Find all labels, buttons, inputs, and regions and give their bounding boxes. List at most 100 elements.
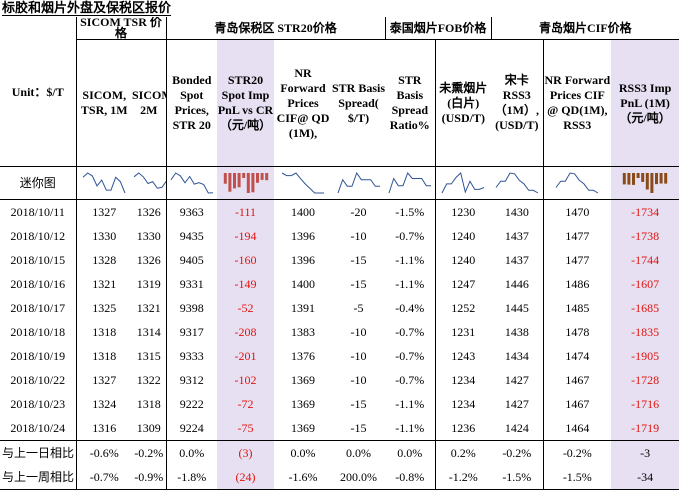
sparkline-line xyxy=(388,172,431,194)
table-row: 2018/10/15 1328 1326 9405 -160 1396 -15 -1.1% 12… xyxy=(0,248,679,272)
cell-rss3-imp-pnl: -1905 xyxy=(611,344,679,368)
cell-bonded-spot: 9333 xyxy=(165,344,217,368)
sparkline-line xyxy=(133,172,166,189)
cell-str-basis-ratio: -0.7% xyxy=(395,349,425,363)
cell-sicom-2m: 1314 xyxy=(136,325,161,339)
cell-unsmoked-sheet: 1234 xyxy=(434,392,492,416)
sparkline-svg xyxy=(388,172,431,194)
cell-rss3-imp-pnl: -3 xyxy=(611,440,679,465)
sparkline-bar xyxy=(655,173,659,185)
table-row: 2018/10/11 1327 1326 9363 -111 1400 -20 -1.5% 12… xyxy=(0,199,679,224)
cell-unsmoked-sheet: 1243 xyxy=(434,344,492,368)
sparkline-bar xyxy=(659,173,663,184)
cell-str20-imp-pnl: -194 xyxy=(217,224,274,248)
cell-nr-forward: 1383 xyxy=(291,325,315,339)
cell-songkhla-rss3: 1434 xyxy=(504,349,529,363)
col-bonded-spot: Bonded Spot Prices, STR 20 xyxy=(165,39,217,167)
sparkline-svg xyxy=(622,173,668,193)
cell-str20-imp-pnl: -149 xyxy=(217,272,274,296)
sparkline-line xyxy=(82,172,126,194)
cell-rss3-imp-pnl: -1685 xyxy=(611,296,679,320)
sparkline-str20-imp-pnl xyxy=(217,166,274,200)
cell-unsmoked-sheet: 1231 xyxy=(434,320,492,344)
cell-sicom-1m: 1328 xyxy=(75,248,132,272)
cell-rss3-imp-pnl: -1734 xyxy=(611,199,679,224)
sparkline-line xyxy=(495,172,539,194)
sparkline-svg xyxy=(170,172,213,194)
col-str20-imp-pnl: STR20 Spot Imp PnL vs CR（元/吨） xyxy=(217,39,274,167)
cell-unsmoked-sheet: 1240 xyxy=(434,224,492,248)
sparkline-line xyxy=(441,172,485,194)
cell-nr-cif-rss3: 1485 xyxy=(542,296,612,320)
cell-sicom-1m: 1318 xyxy=(75,344,132,368)
date-cell: 2018/10/24 xyxy=(10,421,66,435)
sparkline-svg xyxy=(223,173,268,193)
cell-unsmoked-sheet: 1230 xyxy=(434,199,492,224)
date-cell: 2018/10/18 xyxy=(10,325,66,339)
col-str-basis: STR Basis Spread( $/T) xyxy=(332,80,386,125)
cell-bonded-spot: 0.0% xyxy=(165,440,217,465)
cell-str-basis: -5 xyxy=(353,301,364,315)
cell-nr-cif-rss3: 1464 xyxy=(542,416,612,441)
cell-songkhla-rss3: 1430 xyxy=(504,205,529,219)
table-row: 2018/10/16 1321 1319 9331 -149 1400 -15 -1.1% 12… xyxy=(0,272,679,296)
cell-sicom-2m: 1322 xyxy=(136,373,161,387)
table-row: 2018/10/17 1325 1321 9398 -52 1391 -5 -0.4% 1252… xyxy=(0,296,679,320)
date-cell: 2018/10/22 xyxy=(10,373,66,387)
sparkline-bar xyxy=(250,173,254,193)
cell-nr-cif-rss3: 1486 xyxy=(542,272,612,296)
cell-sicom-1m: 1318 xyxy=(75,320,132,344)
cell-rss3-imp-pnl: -1744 xyxy=(611,248,679,272)
cell-sicom-1m: 1316 xyxy=(75,416,132,441)
sparkline-bar xyxy=(627,173,631,185)
sparkline-line xyxy=(170,172,213,194)
cell-str20-imp-pnl: -208 xyxy=(217,320,274,344)
cell-str-basis: -15 xyxy=(350,421,367,435)
cell-bonded-spot: 9363 xyxy=(165,199,217,224)
cell-songkhla-rss3: 1424 xyxy=(504,421,529,435)
cell-sicom-1m: 1321 xyxy=(75,272,132,296)
cell-str20-imp-pnl: -201 xyxy=(217,344,274,368)
sparkline-str-basis-ratio xyxy=(385,166,436,200)
cell-songkhla-rss3: 1427 xyxy=(504,397,529,411)
cell-str-basis-ratio: -0.7% xyxy=(395,229,425,243)
cell-songkhla-rss3: -1.5% xyxy=(491,465,544,490)
cell-str-basis: -10 xyxy=(350,373,367,387)
cell-rss3-imp-pnl: -1716 xyxy=(611,392,679,416)
cell-str20-imp-pnl: -111 xyxy=(217,199,274,224)
cell-str-basis-ratio: -1.1% xyxy=(395,397,425,411)
cell-rss3-imp-pnl: -1719 xyxy=(611,416,679,441)
cell-nr-cif-rss3: -0.2% xyxy=(542,440,612,465)
col-nr-forward: NR Forward Prices CIF@ QD (1M), xyxy=(276,65,330,140)
cell-sicom-2m: 1315 xyxy=(136,349,161,363)
cell-str-basis-ratio: -1.5% xyxy=(395,205,425,219)
cell-unsmoked-sheet: 1234 xyxy=(434,368,492,392)
cell-nr-forward: 0.0% xyxy=(274,440,332,465)
sparkline-bar xyxy=(632,173,636,185)
col-str-basis-ratio: STR Basis Spread Ratio% xyxy=(389,73,430,132)
sparkline-svg xyxy=(281,172,324,194)
sparkline-bar xyxy=(227,173,231,192)
page-title: 标胶和烟片外盘及保税区报价 xyxy=(2,0,172,16)
col-songkhla-rss3: 宋卡RSS3（1M）,(USD/T) xyxy=(494,73,539,132)
date-cell: 2018/10/16 xyxy=(10,277,66,291)
sparkline-line xyxy=(555,172,599,194)
cell-sicom-1m: 1324 xyxy=(75,392,132,416)
cell-sicom-2m: 1319 xyxy=(136,277,161,291)
cell-nr-forward: 1376 xyxy=(291,349,315,363)
cell-str20-imp-pnl: -102 xyxy=(217,368,274,392)
cell-bonded-spot: 9224 xyxy=(165,416,217,441)
sparkline-bar xyxy=(246,173,250,193)
table-row: 2018/10/18 1318 1314 9317 -208 1383 -10 -0.7% 12… xyxy=(0,320,679,344)
cell-nr-cif-rss3: 1470 xyxy=(542,199,612,224)
cell-str-basis-ratio: -1.1% xyxy=(395,277,425,291)
cell-sicom-2m: 1318 xyxy=(136,397,161,411)
sparkline-line xyxy=(281,172,324,194)
cell-str-basis: -10 xyxy=(350,325,367,339)
date-cell: 2018/10/12 xyxy=(10,229,66,243)
sparkline-bar xyxy=(636,173,640,178)
cell-str20-imp-pnl: -75 xyxy=(217,416,274,441)
table-row: 2018/10/12 1330 1330 9435 -194 1396 -10 -0.7% 12… xyxy=(0,224,679,248)
cell-nr-forward: -1.6% xyxy=(274,465,332,490)
cell-nr-cif-rss3: 1467 xyxy=(542,392,612,416)
